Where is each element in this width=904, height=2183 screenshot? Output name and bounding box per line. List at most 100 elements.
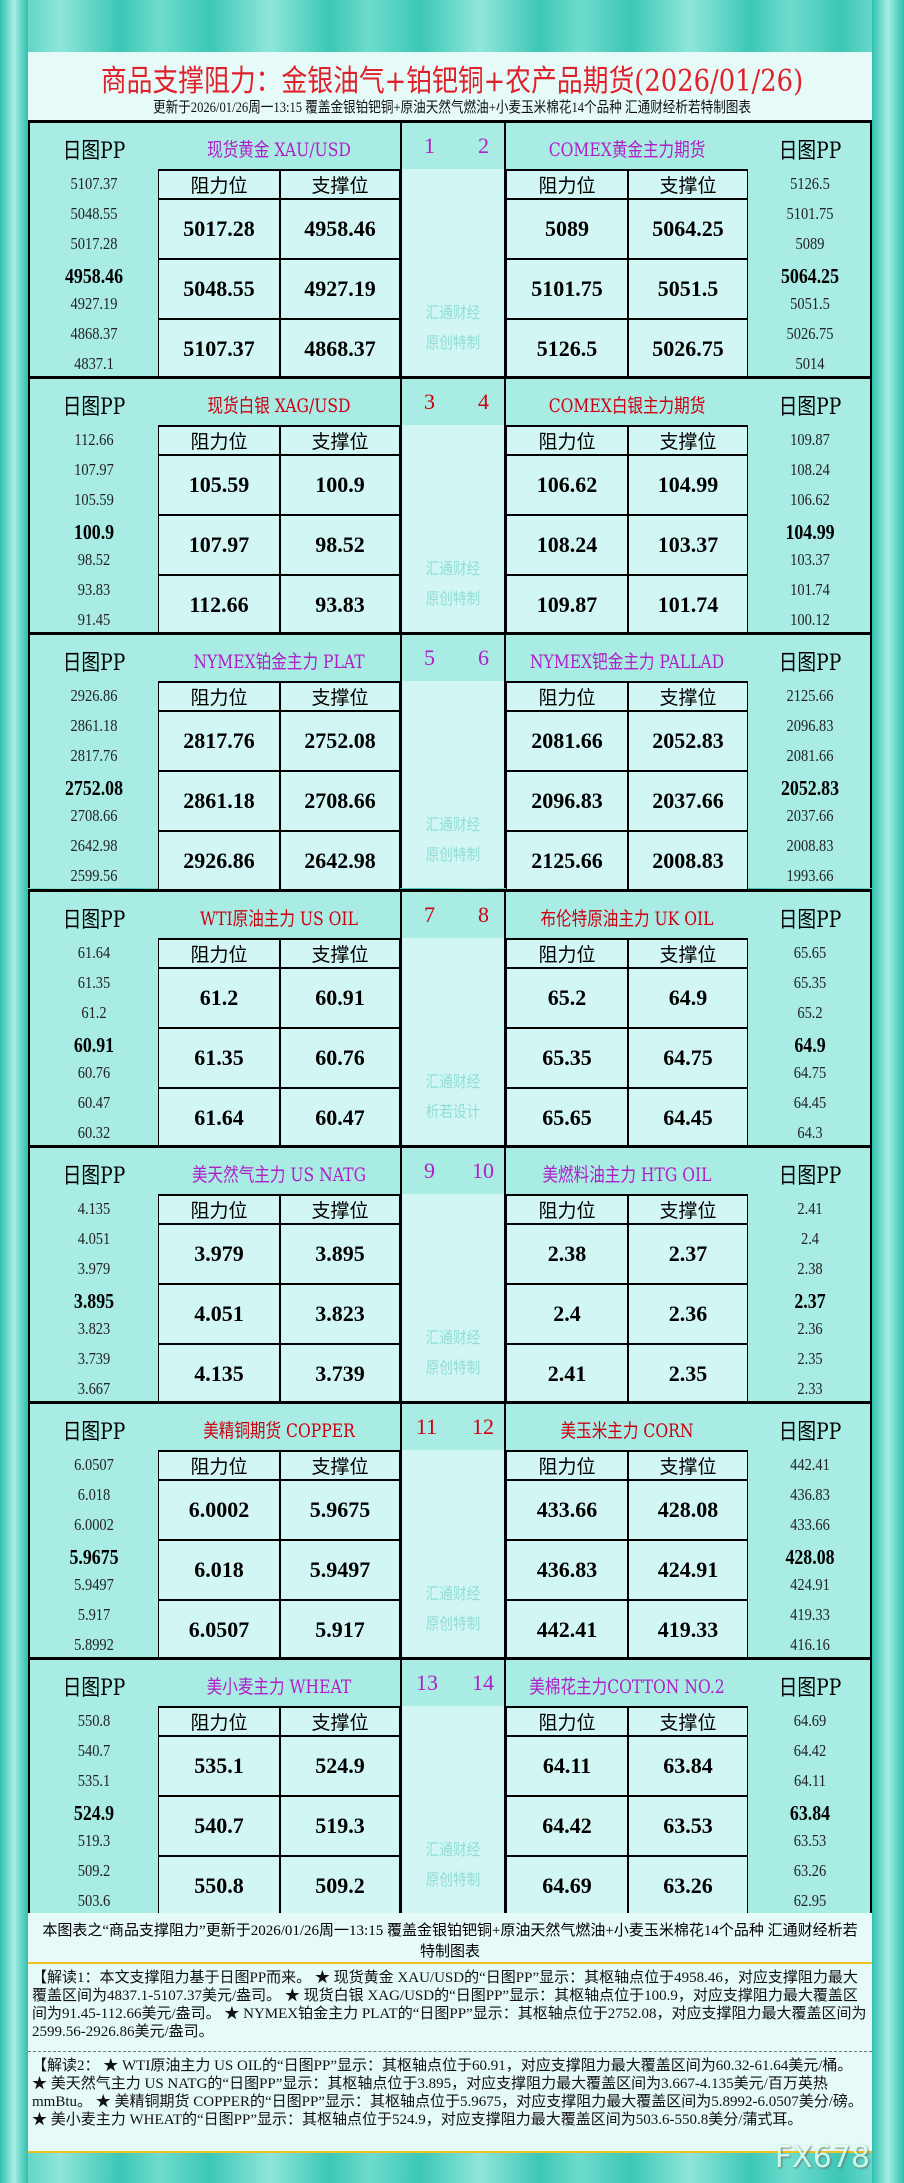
instrument-name-left: NYMEX铂金主力 PLAT — [193, 651, 365, 674]
pp-level: 5051.5 — [790, 294, 830, 313]
support-header: 支撑位 — [627, 937, 747, 969]
support-header: 支撑位 — [627, 425, 747, 457]
support-level: 63.84 — [627, 1737, 747, 1798]
instrument-block: 日图PP 2926.86 2861.18 2817.76 2752.08 2708.66 2… — [28, 632, 872, 893]
support-level: 419.33 — [627, 1601, 747, 1661]
pp-level: 93.83 — [77, 580, 111, 600]
center-column: 5 6 汇通财经 原创特制 — [400, 635, 506, 889]
support-level: 2008.83 — [627, 832, 747, 893]
support-level: 60.76 — [279, 1028, 399, 1089]
pp-level: 63.53 — [793, 1831, 827, 1851]
support-level: 64.9 — [627, 968, 747, 1029]
pivot-point: 524.9 — [73, 1801, 115, 1826]
resistance-level: 433.66 — [507, 1481, 627, 1541]
pivot-point: 104.99 — [785, 520, 835, 545]
pp-level: 61.2 — [81, 1002, 107, 1022]
pp-level: 98.52 — [77, 550, 111, 570]
pp-level: 2.35 — [797, 1348, 823, 1368]
decorative-frame-left — [0, 0, 28, 2183]
watermark-line: 汇通财经 — [425, 1584, 481, 1603]
instrument-name-right: 布伦特原油主力 UK OIL — [540, 907, 714, 930]
pp-header-left: 日图PP — [62, 1420, 126, 1445]
pp-level: 64.42 — [793, 1741, 827, 1761]
resistance-level: 64.42 — [507, 1797, 627, 1858]
decorative-frame-right — [872, 0, 904, 2183]
watermark-line: 原创特制 — [425, 845, 481, 865]
resistance-level: 2125.66 — [507, 832, 627, 893]
resistance-level: 5048.55 — [159, 260, 279, 320]
pp-level: 91.45 — [77, 610, 111, 630]
pp-level: 65.2 — [797, 1002, 823, 1022]
pp-level: 103.37 — [790, 550, 830, 570]
instrument-block: 日图PP 6.0507 6.018 6.0002 5.9675 5.9497 5.917 5.… — [28, 1401, 872, 1661]
resistance-level: 2861.18 — [159, 772, 279, 833]
center-column: 9 10 汇通财经 原创特制 — [400, 1147, 506, 1401]
support-level: 64.75 — [627, 1028, 747, 1089]
pp-level: 2037.66 — [786, 806, 834, 826]
resistance-level: 108.24 — [507, 516, 627, 577]
instrument-block: 日图PP 4.135 4.051 3.979 3.895 3.823 3.739 3.667 … — [28, 1144, 872, 1405]
support-level: 3.739 — [279, 1344, 399, 1405]
resistance-level: 540.7 — [159, 1797, 279, 1858]
watermark-line: 汇通财经 — [425, 1071, 481, 1091]
levels-table-left: 阻力位 支撑位 5017.28 4958.46 5048.55 4927.19 510… — [158, 169, 400, 380]
support-header: 支撑位 — [279, 1193, 399, 1225]
resistance-level: 4.135 — [159, 1345, 279, 1405]
resistance-level: 107.97 — [159, 516, 279, 577]
support-level: 63.26 — [627, 1857, 747, 1918]
instrument-name-left: 美精铜期货 COPPER — [203, 1420, 355, 1442]
pp-level: 64.75 — [793, 1062, 827, 1082]
pp-level: 109.87 — [790, 430, 830, 450]
watermark-line: 原创特制 — [425, 1614, 481, 1633]
pivot-point: 428.08 — [785, 1545, 835, 1569]
support-level: 5026.75 — [627, 320, 747, 380]
levels-table-left: 阻力位 支撑位 535.1 524.9 540.7 519.3 550.8 509.2 — [158, 1706, 400, 1918]
resistance-level: 2926.86 — [159, 832, 279, 893]
resistance-header: 阻力位 — [159, 937, 279, 969]
pp-header-right: 日图PP — [778, 907, 842, 933]
resistance-level: 2.38 — [507, 1225, 627, 1285]
watermark-line: 汇通财经 — [425, 1327, 481, 1347]
pp-level: 108.24 — [790, 460, 830, 480]
resistance-header: 阻力位 — [507, 1706, 627, 1738]
pp-level: 112.66 — [74, 430, 114, 450]
pp-level: 5089 — [795, 234, 825, 253]
instrument-number: 9 — [424, 1157, 435, 1183]
levels-table-right: 阻力位 支撑位 65.2 64.9 65.35 64.75 65.65 64.45 — [506, 937, 748, 1149]
watermark-line: 汇通财经 — [425, 559, 481, 579]
resistance-level: 2.4 — [507, 1285, 627, 1345]
instrument-number: 10 — [472, 1157, 494, 1183]
pp-level: 5.8992 — [74, 1635, 114, 1654]
page-subtitle: 更新于2026/01/26周一13:15 覆盖金银铂钯铜+原油天然气燃油+小麦玉… — [152, 100, 752, 116]
levels-table-right: 阻力位 支撑位 2081.66 2052.83 2096.83 2037.66 212… — [506, 681, 748, 893]
pp-level: 419.33 — [790, 1605, 830, 1624]
pp-level: 4.051 — [77, 1228, 111, 1248]
instrument-name-right: 美玉米主力 CORN — [560, 1420, 694, 1442]
instrument-name-right: NYMEX钯金主力 PALLAD — [529, 651, 725, 674]
support-header: 支撑位 — [279, 681, 399, 713]
support-level: 100.9 — [279, 456, 399, 517]
resistance-level: 5126.5 — [507, 320, 627, 380]
instrument-number: 6 — [478, 645, 489, 671]
support-level: 4927.19 — [279, 260, 399, 320]
pp-level: 2081.66 — [786, 746, 834, 766]
resistance-level: 5089 — [507, 200, 627, 260]
resistance-level: 61.64 — [159, 1089, 279, 1149]
resistance-level: 112.66 — [159, 576, 279, 637]
resistance-header: 阻力位 — [507, 1193, 627, 1225]
pp-level: 3.739 — [77, 1348, 111, 1368]
support-level: 5064.25 — [627, 200, 747, 260]
pp-level: 5026.75 — [786, 324, 834, 343]
center-column: 1 2 汇通财经 原创特制 — [400, 123, 506, 376]
levels-table-right: 阻力位 支撑位 106.62 104.99 108.24 103.37 109.87 … — [506, 425, 748, 637]
resistance-level: 436.83 — [507, 1541, 627, 1601]
support-header: 支撑位 — [627, 1193, 747, 1225]
resistance-level: 5017.28 — [159, 200, 279, 260]
center-column: 7 8 汇通财经 析若设计 — [400, 891, 506, 1145]
watermark-line: 汇通财经 — [425, 303, 481, 322]
pp-level: 6.0002 — [74, 1515, 114, 1534]
pivot-point: 5.9675 — [69, 1545, 119, 1569]
pp-level: 5014 — [795, 354, 825, 373]
support-level: 4958.46 — [279, 200, 399, 260]
pivot-point: 2052.83 — [780, 776, 840, 801]
